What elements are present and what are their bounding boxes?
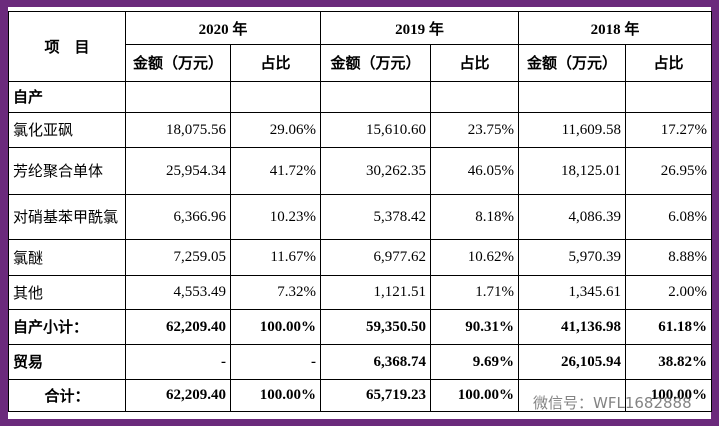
cell: 100.00% (229, 309, 322, 345)
cell: 100.00% (229, 379, 322, 412)
cell (518, 379, 627, 412)
cell: 5,378.42 (320, 194, 432, 240)
row-label: 贸易 (8, 344, 126, 380)
cell (518, 81, 627, 113)
cell: 2.00% (625, 275, 713, 310)
cell: 7.32% (229, 275, 322, 310)
cell: 8.18% (430, 194, 520, 240)
cell: 6,977.62 (320, 239, 432, 276)
cell (625, 81, 713, 113)
cell: 18,075.56 (125, 112, 231, 148)
subheader: 金额（万元） (320, 44, 432, 82)
cell: 41.72% (229, 147, 322, 195)
cell: 15,610.60 (320, 112, 432, 148)
cell: 65,719.23 (320, 379, 432, 412)
watermark: 微信号：WFL1682888 (533, 394, 692, 412)
year-header: 2018 年 (518, 11, 713, 45)
item-header: 项 目 (8, 11, 126, 82)
cell: 100.00% (430, 379, 520, 412)
cell (125, 81, 231, 113)
cell: 29.06% (229, 112, 322, 148)
cell: 9.69% (430, 344, 520, 380)
cell: 46.05% (430, 147, 520, 195)
cell: 18,125.01 (518, 147, 627, 195)
cell: 26.95% (625, 147, 713, 195)
cell: 7,259.05 (125, 239, 231, 276)
cell: 10.62% (430, 239, 520, 276)
cell: 10.23% (229, 194, 322, 240)
cell: 100.00% (625, 379, 713, 412)
subheader: 金额（万元） (518, 44, 627, 82)
data-row: 自产 (8, 81, 713, 113)
row-label: 氯化亚砜 (8, 112, 126, 148)
year-header: 2020 年 (124, 11, 322, 45)
cell: 59,350.50 (320, 309, 432, 345)
row-label: 自产小计： (8, 309, 126, 345)
cell: 8.88% (625, 239, 713, 276)
cell: 5,970.39 (518, 239, 627, 276)
subheader-row: 金额（万元） 占比 金额（万元） 占比 金额（万元） 占比 (9, 44, 713, 82)
cell: 90.31% (430, 309, 520, 345)
cell: 4,553.49 (125, 275, 231, 310)
cell: 11.67% (229, 239, 322, 276)
cell: 1,345.61 (518, 275, 627, 310)
cell: 38.82% (625, 344, 713, 380)
data-row: 合计： 62,209.40 100.00% 65,719.23 100.00% 100.0… (8, 379, 713, 412)
cell (229, 81, 322, 113)
table: 项 目 2020 年 2019 年 2018 年金额（万元） 占比 金额（万元） 占比 金额（… (8, 11, 713, 412)
cell: 1.71% (430, 275, 520, 310)
row-label: 氯醚 (8, 239, 126, 276)
year-header: 2019 年 (320, 11, 520, 45)
cell: 1,121.51 (320, 275, 432, 310)
cell: 6,366.96 (125, 194, 231, 240)
subheader: 占比 (229, 44, 322, 82)
cell: 6.08% (625, 194, 713, 240)
subheader: 占比 (625, 44, 713, 82)
data-row: 氯化亚砜 18,075.56 29.06% 15,610.60 23.75% 11,609… (8, 112, 713, 148)
sheet: 项 目 2020 年 2019 年 2018 年金额（万元） 占比 金额（万元） 占比 金额（… (8, 7, 713, 419)
data-row: 自产小计： 62,209.40 100.00% 59,350.50 90.31% 41,1… (8, 309, 713, 345)
cell: 6,368.74 (320, 344, 432, 380)
row-label: 合计： (8, 379, 126, 412)
row-label: 自产 (8, 81, 126, 113)
row-label: 对硝基苯甲酰氯 (8, 194, 126, 240)
header-row: 项 目 2020 年 2019 年 2018 年 (8, 11, 713, 82)
cell: 4,086.39 (518, 194, 627, 240)
cell: 17.27% (625, 112, 713, 148)
cell: 26,105.94 (518, 344, 627, 380)
row-label: 其他 (8, 275, 126, 310)
cell: 62,209.40 (125, 309, 231, 345)
row-label: 芳纶聚合单体 (8, 147, 126, 195)
cell: 25,954.34 (125, 147, 231, 195)
cell: 61.18% (625, 309, 713, 345)
subheader: 金额（万元） (125, 44, 231, 82)
cell: 30,262.35 (320, 147, 432, 195)
data-row: 贸易 - -6,368.74 9.69% 26,105.94 38.82% (8, 344, 713, 380)
cell (430, 81, 520, 113)
data-row: 对硝基苯甲酰氯 6,366.96 10.23% 5,378.42 8.18% 4,086.… (8, 194, 713, 240)
cell: 41,136.98 (518, 309, 627, 345)
cell: - (229, 344, 322, 380)
data-row: 其他 4,553.49 7.32% 1,121.51 1.71% 1,345.61 2.00… (8, 275, 713, 310)
data-row: 芳纶聚合单体 25,954.34 41.72% 30,262.35 46.05% 18,1… (8, 147, 713, 195)
cell: 23.75% (430, 112, 520, 148)
cell: - (125, 344, 231, 380)
subheader: 占比 (430, 44, 520, 82)
cell (320, 81, 432, 113)
data-row: 氯醚 7,259.05 11.67% 6,977.62 10.62% 5,970.39 8.… (8, 239, 713, 276)
cell: 11,609.58 (518, 112, 627, 148)
cell: 62,209.40 (125, 379, 231, 412)
